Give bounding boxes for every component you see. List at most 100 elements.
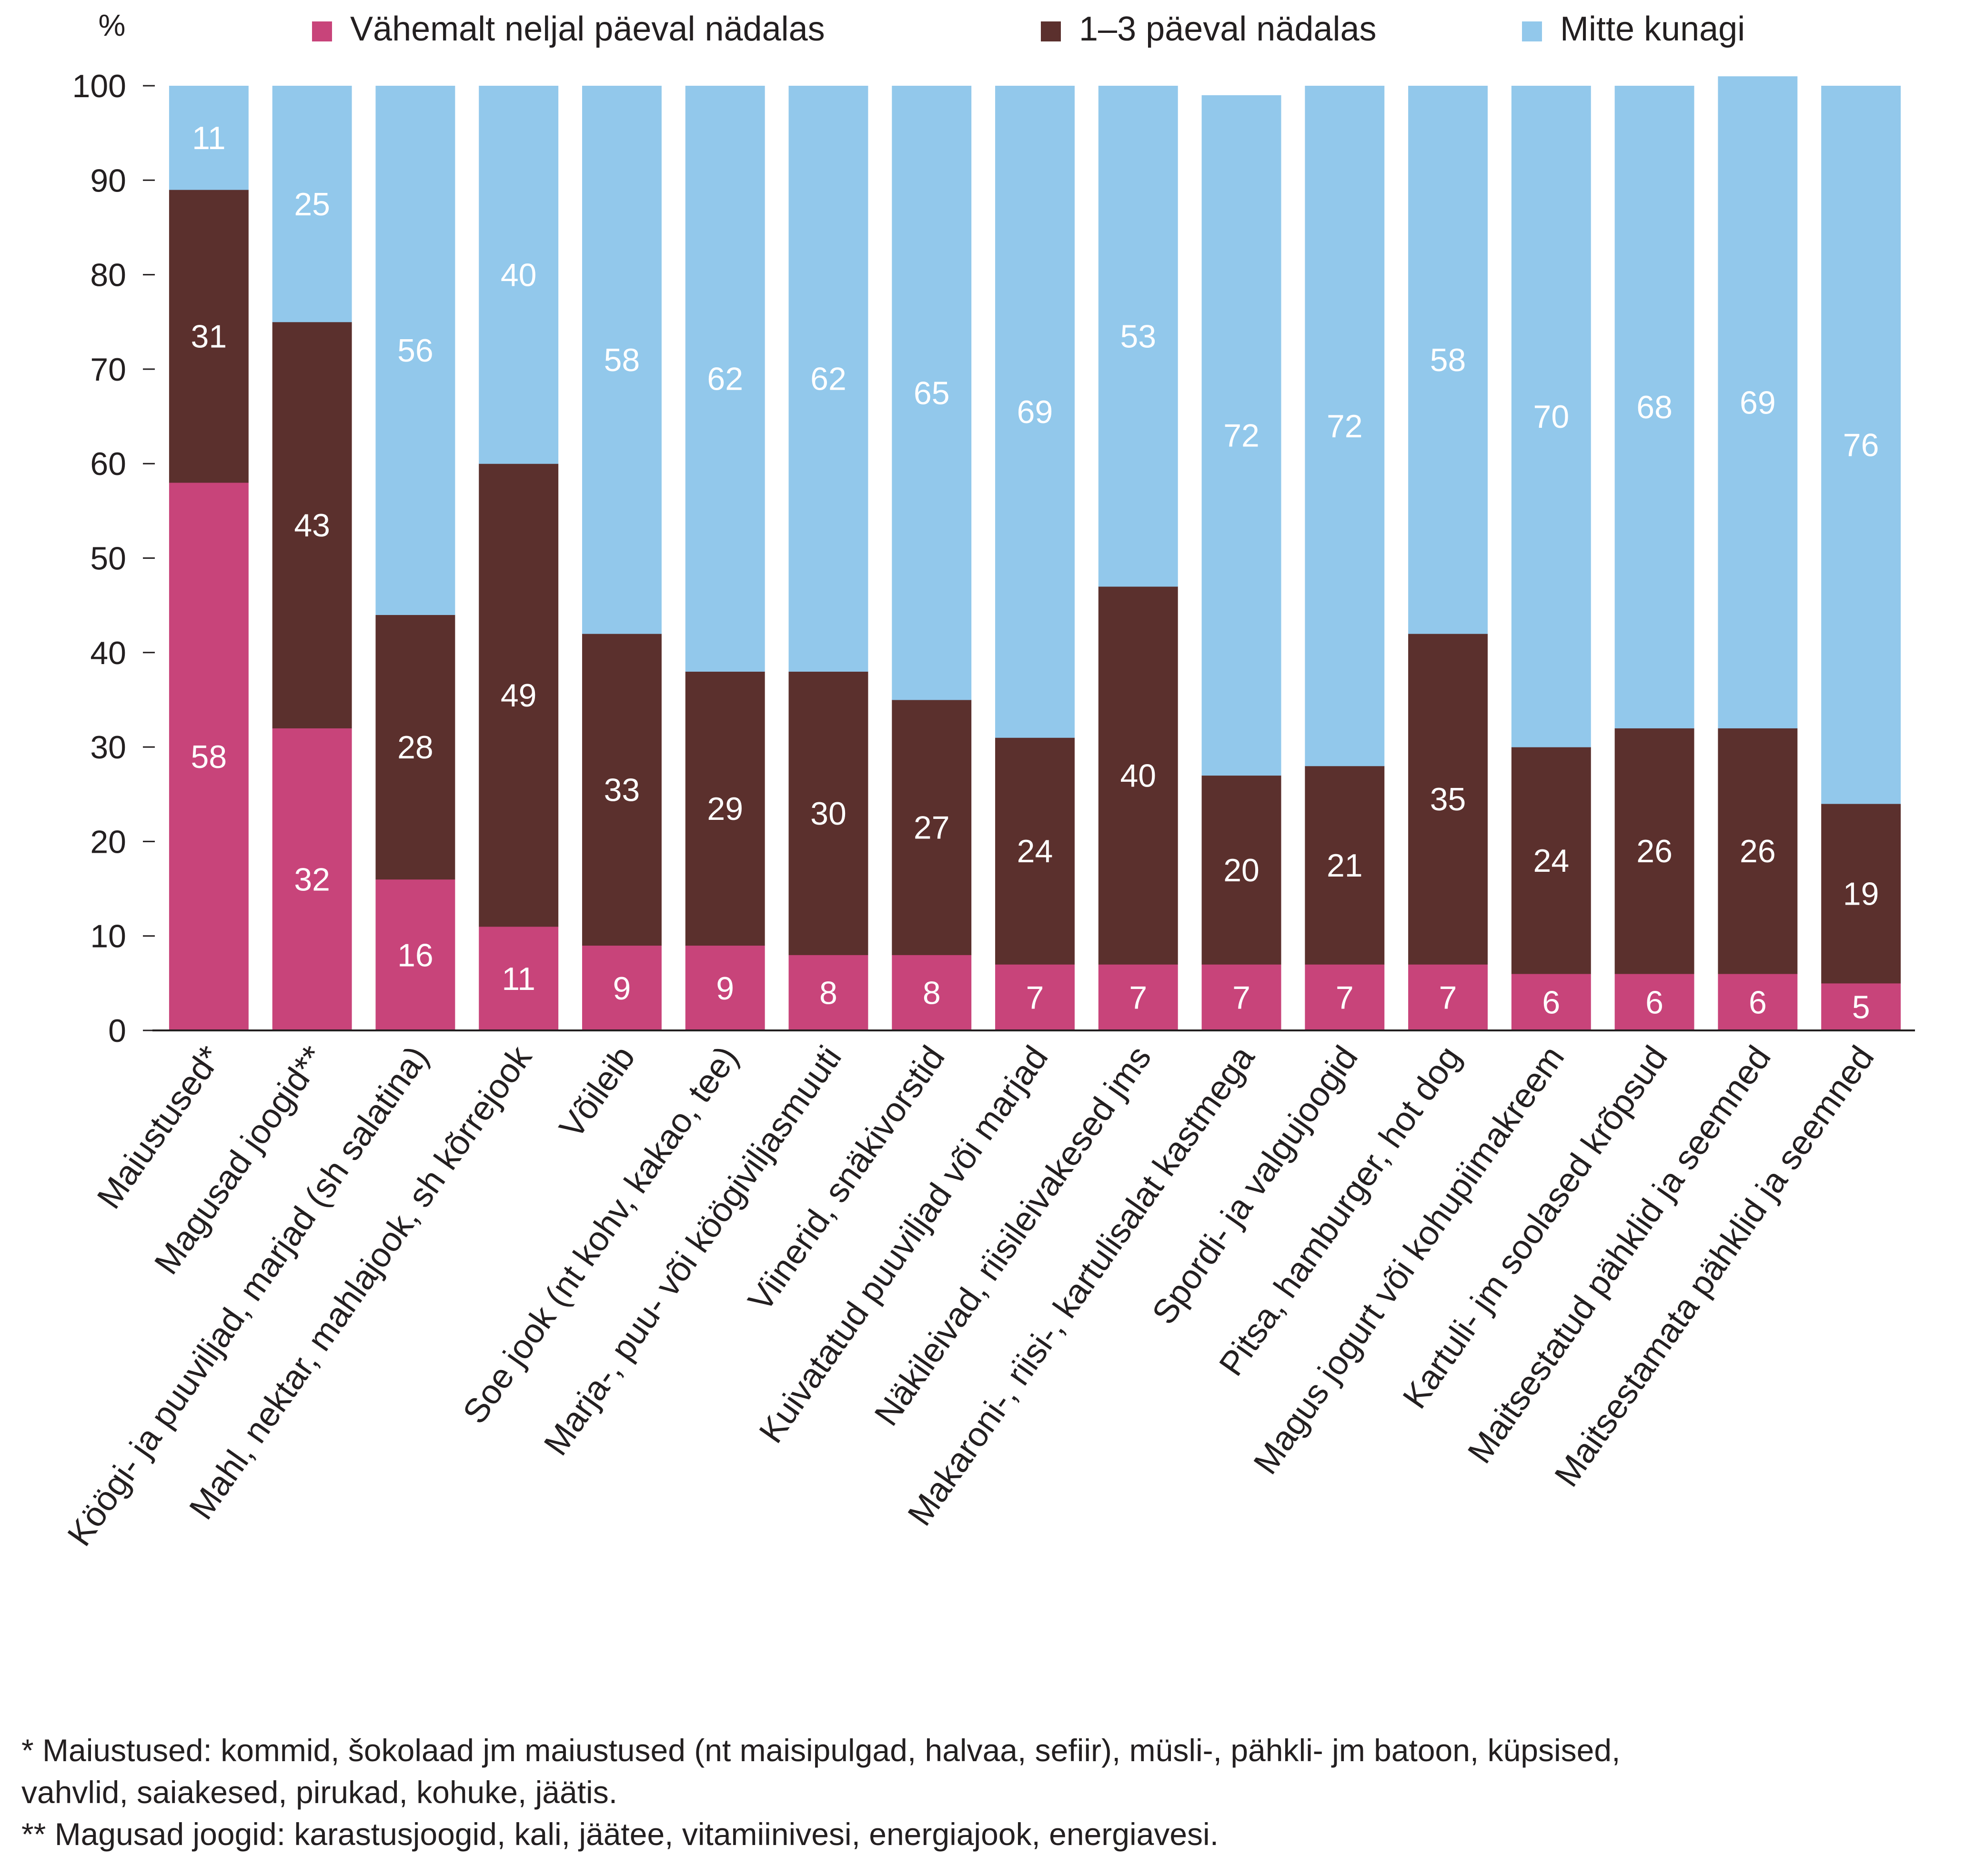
data-label: 7 [1026, 980, 1044, 1016]
bar-segment [685, 671, 765, 946]
bar-segment [892, 86, 972, 700]
bar-segment [995, 86, 1075, 738]
data-label: 24 [1533, 843, 1570, 879]
data-label: 7 [1232, 980, 1250, 1016]
data-label: 7 [1129, 980, 1147, 1016]
legend-swatch [312, 21, 332, 41]
x-axis-labels: Maiustused*Magusad joogid**Köögi- ja puu… [60, 1039, 1881, 1553]
data-label: 32 [294, 862, 330, 898]
bar-segment [1511, 86, 1591, 747]
data-label: 20 [1223, 852, 1260, 888]
data-label: 9 [613, 970, 631, 1007]
bar-segment [169, 482, 249, 1031]
data-label: 62 [707, 361, 743, 397]
data-label: 58 [191, 739, 227, 775]
bar-segment [479, 926, 559, 1031]
data-label: 49 [501, 677, 537, 714]
legend-label: 1–3 päeval nädalas [1079, 10, 1377, 48]
legend-label: Vähemalt neljal päeval nädalas [350, 10, 825, 48]
bar-segment [892, 955, 972, 1031]
bar-segment [272, 86, 352, 323]
y-tick-label: 40 [90, 635, 126, 671]
bar-segment [272, 322, 352, 728]
bar-segment [1718, 728, 1798, 974]
data-label: 31 [191, 318, 227, 354]
data-label: 21 [1327, 847, 1363, 884]
bar-segment [1408, 964, 1488, 1031]
data-label: 76 [1843, 427, 1879, 464]
y-tick-label: 20 [90, 824, 126, 860]
bar-segment [375, 615, 455, 880]
data-label: 28 [397, 729, 433, 766]
bar-segment [1408, 634, 1488, 965]
stacked-bar-chart: % Vähemalt neljal päeval nädalas 1–3 päev… [60, 8, 1915, 1553]
legend-swatch [1522, 21, 1542, 41]
bar-segment [1305, 86, 1385, 767]
value-labels: 5831113243251628561149409335892962830628… [191, 120, 1879, 1025]
data-label: 69 [1740, 384, 1776, 421]
data-label: 7 [1439, 980, 1457, 1016]
data-label: 65 [914, 375, 950, 411]
bar-segment [1614, 974, 1694, 1031]
x-tick-label: Spordi- ja valgujoogid [1145, 1039, 1365, 1331]
data-label: 25 [294, 186, 330, 222]
bar-segment [1718, 974, 1798, 1031]
legend: Vähemalt neljal päeval nädalas 1–3 päeval… [312, 10, 1745, 48]
bars [169, 76, 1901, 1031]
y-tick-label: 30 [90, 729, 126, 766]
footnote-line-3: ** Magusad joogid: karastusjoogid, kali,… [21, 1816, 1219, 1852]
bar-segment [1511, 974, 1591, 1031]
bar-segment [375, 86, 455, 615]
bar-segment [685, 945, 765, 1031]
bar-segment [995, 737, 1075, 965]
bar-segment [1718, 76, 1798, 728]
y-tick-label: 70 [90, 352, 126, 388]
footnote-line-2: vahvlid, saiakesed, pirukad, kohuke, jää… [21, 1775, 618, 1810]
data-label: 30 [810, 796, 846, 832]
data-label: 69 [1017, 394, 1053, 430]
bar-segment [1201, 95, 1281, 776]
y-tick-label: 100 [72, 68, 126, 104]
bar-segment [1098, 86, 1178, 587]
data-label: 40 [1120, 758, 1156, 794]
y-tick-label: 0 [108, 1013, 126, 1049]
bar-segment [1305, 964, 1385, 1031]
data-label: 29 [707, 791, 743, 827]
data-label: 53 [1120, 318, 1156, 354]
data-label: 26 [1636, 833, 1673, 869]
bar-segment [1408, 86, 1488, 634]
bar-segment [1821, 983, 1901, 1031]
y-axis: 0 10 20 30 40 50 60 70 80 90 100 [72, 68, 155, 1049]
bar-segment [1201, 775, 1281, 965]
data-label: 7 [1336, 980, 1354, 1016]
bar-segment [272, 728, 352, 1031]
legend-swatch [1041, 21, 1061, 41]
bar-segment [169, 190, 249, 483]
data-label: 62 [810, 361, 846, 397]
data-label: 19 [1843, 876, 1879, 912]
bar-segment [1305, 766, 1385, 965]
bar-segment [169, 86, 249, 190]
data-label: 24 [1017, 833, 1053, 869]
data-label: 27 [914, 810, 950, 846]
data-label: 16 [397, 937, 433, 973]
bar-segment [1821, 86, 1901, 804]
data-label: 72 [1327, 408, 1363, 444]
data-label: 56 [397, 333, 433, 369]
data-label: 35 [1430, 781, 1466, 817]
data-label: 8 [819, 975, 837, 1011]
data-label: 11 [502, 961, 535, 997]
data-label: 6 [1542, 985, 1560, 1021]
y-tick-label: 90 [90, 162, 126, 199]
bar-segment [1821, 804, 1901, 984]
bar-segment [1614, 728, 1694, 974]
x-tick-label: Viinerid, snäkivorstid [741, 1039, 952, 1318]
data-label: 26 [1740, 833, 1776, 869]
bar-segment [1098, 964, 1178, 1031]
x-tick-label: Võileib [552, 1039, 643, 1145]
bar-segment [375, 879, 455, 1031]
data-label: 40 [501, 257, 537, 293]
bar-segment [788, 671, 868, 955]
bar-segment [582, 86, 662, 634]
bar-segment [1614, 86, 1694, 728]
